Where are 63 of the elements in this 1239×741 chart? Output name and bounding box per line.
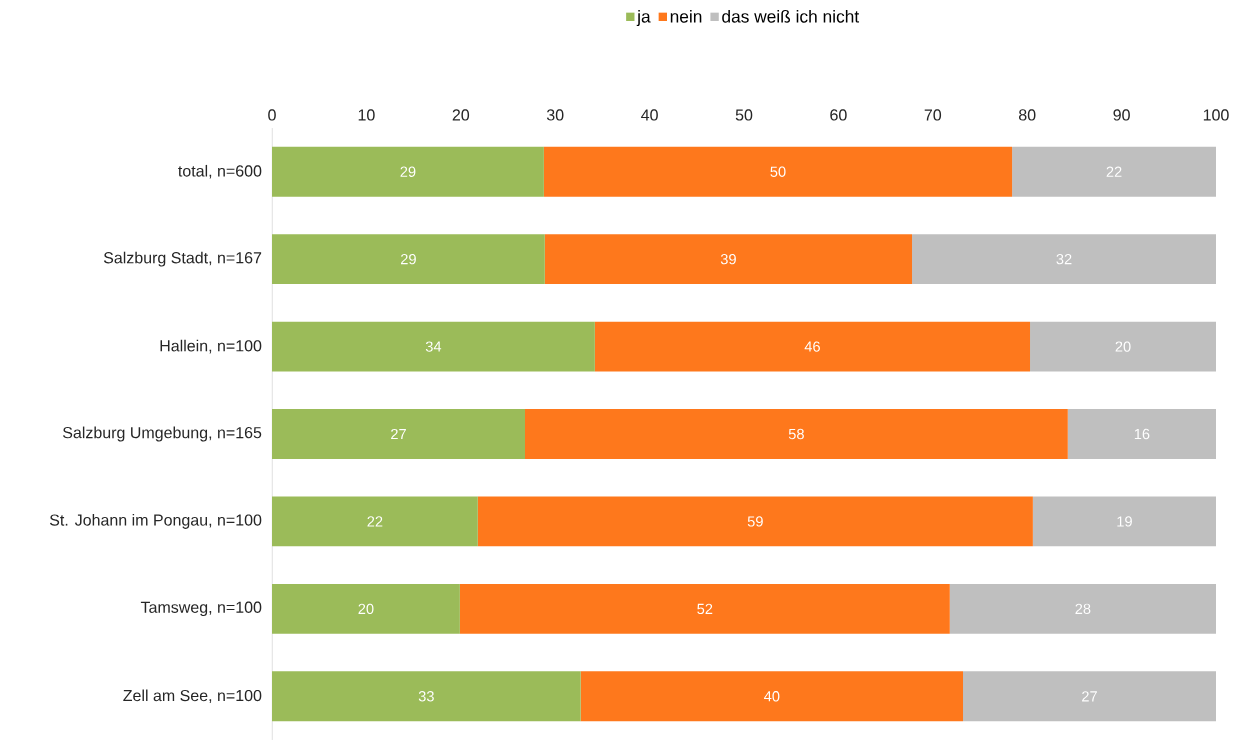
data-label: 52 xyxy=(697,603,713,615)
data-label: 46 xyxy=(804,341,820,352)
data-label: 29 xyxy=(400,253,416,265)
data-label: 27 xyxy=(1082,691,1097,702)
x-tick-label: 90 xyxy=(1113,109,1130,121)
bar xyxy=(272,234,545,285)
y-tick-label: total, n=600 xyxy=(178,164,262,179)
legend-label: ja xyxy=(636,9,651,27)
bar xyxy=(272,671,581,722)
bar xyxy=(272,409,525,459)
data-label: 34 xyxy=(425,341,442,352)
bar xyxy=(912,234,1216,285)
bar xyxy=(272,321,595,372)
bar xyxy=(525,409,1068,459)
bar xyxy=(1032,496,1216,547)
data-label: 58 xyxy=(788,428,804,440)
x-tick-label: 40 xyxy=(641,109,658,121)
x-tick-label: 80 xyxy=(1018,109,1036,121)
data-label: 20 xyxy=(1115,341,1131,352)
data-label: 33 xyxy=(418,691,434,702)
data-label: 40 xyxy=(764,691,780,702)
data-label: 50 xyxy=(770,166,786,177)
bar xyxy=(580,671,964,722)
bar xyxy=(1067,409,1216,459)
data-label: 28 xyxy=(1075,603,1091,615)
bar xyxy=(543,146,1013,197)
data-label: 19 xyxy=(1117,516,1132,527)
data-label: 39 xyxy=(720,253,736,265)
bar xyxy=(272,583,460,634)
x-tick-label: 20 xyxy=(452,109,470,121)
x-tick-label: 10 xyxy=(358,109,375,121)
bar xyxy=(459,583,950,634)
bar xyxy=(949,583,1216,634)
x-tick-label: 60 xyxy=(830,109,847,121)
x-tick-label: 30 xyxy=(546,109,564,121)
bar xyxy=(1030,321,1216,372)
data-label: 59 xyxy=(747,516,763,527)
x-tick-label: 70 xyxy=(924,109,942,121)
y-tick-label: Tamsweg, n=100 xyxy=(140,601,262,617)
data-label: 20 xyxy=(358,603,374,615)
y-tick-label: Zell am See, n=100 xyxy=(123,689,262,704)
data-label: 27 xyxy=(391,428,406,440)
data-label: 16 xyxy=(1134,428,1150,440)
data-label: 32 xyxy=(1056,253,1072,265)
bar xyxy=(1012,146,1216,197)
y-tick-label: St. Johann im Pongau, n=100 xyxy=(49,513,262,529)
y-tick-label: Salzburg Umgebung, n=165 xyxy=(63,426,262,442)
bar xyxy=(272,146,544,197)
bar xyxy=(477,496,1033,547)
legend-label: das weiß ich nicht xyxy=(722,9,860,23)
data-label: 22 xyxy=(1106,166,1122,177)
y-tick-label: Salzburg Stadt, n=167 xyxy=(103,251,262,267)
bar xyxy=(963,671,1216,722)
x-tick-label: 0 xyxy=(268,109,276,121)
data-label: 22 xyxy=(367,516,383,527)
bar xyxy=(272,496,478,547)
legend-label: nein xyxy=(670,9,702,23)
bar xyxy=(544,234,913,285)
x-tick-label: 50 xyxy=(735,109,753,121)
x-tick-label: 100 xyxy=(1203,109,1229,121)
bar xyxy=(594,321,1031,372)
data-label: 29 xyxy=(400,166,416,177)
y-tick-label: Hallein, n=100 xyxy=(160,339,262,354)
